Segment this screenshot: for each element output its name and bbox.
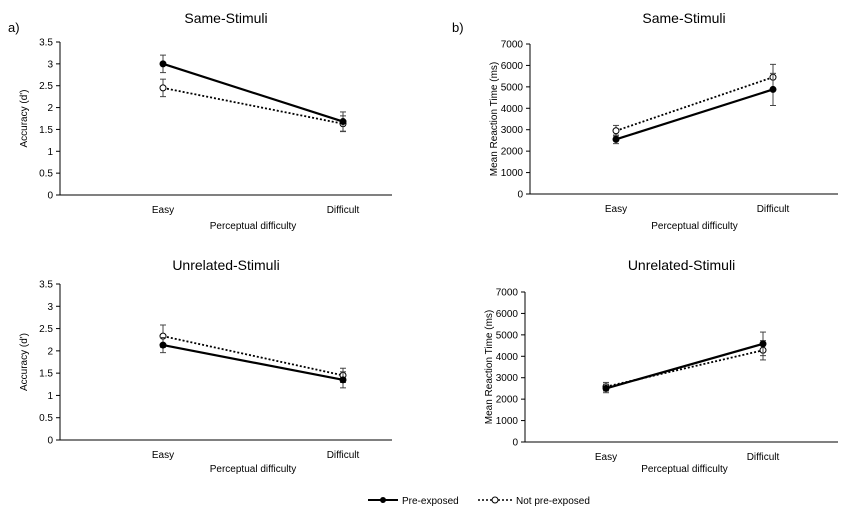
- legend: Pre-exposed Not pre-exposed: [368, 496, 590, 507]
- chart-4-y-tick-label: 4000: [496, 352, 519, 363]
- chart-2-point-not-pre-exposed: [612, 127, 620, 135]
- chart-1-point-not-pre-exposed: [159, 84, 167, 92]
- chart-2-y-tick-label: 2000: [501, 147, 524, 158]
- chart-3-y-tick-label: 2: [47, 346, 53, 357]
- chart-2-y-tick-label: 7000: [501, 40, 524, 51]
- legend-marker-pre-exposed: [380, 497, 386, 503]
- chart-3-y-tick-label: 2.5: [39, 324, 53, 335]
- chart-1-point-pre-exposed: [159, 60, 167, 68]
- chart-2-x-axis-label: Perceptual difficulty: [651, 221, 738, 232]
- chart-3-line-pre-exposed: [162, 343, 344, 381]
- chart-1-y-tick-label: 1: [47, 147, 53, 158]
- chart-1-line-pre-exposed: [162, 62, 344, 123]
- chart-2-y-tick-label: 3000: [501, 125, 524, 136]
- chart-3-point-pre-exposed: [339, 376, 347, 384]
- chart-2-x-tick-label: Difficult: [757, 204, 790, 215]
- chart-4-y-tick-label: 0: [512, 438, 518, 449]
- chart-1-line-not-pre-exposed: [162, 87, 344, 125]
- chart-2-y-tick-label: 1000: [501, 168, 524, 179]
- chart-2-point-pre-exposed: [769, 85, 777, 93]
- chart-2-title: Same-Stimuli: [642, 10, 725, 26]
- chart-1-y-tick-label: 2.5: [39, 81, 53, 92]
- chart-4-x-tick-label: Easy: [595, 452, 617, 463]
- chart-1-y-tick-label: 3.5: [39, 38, 53, 49]
- chart-2-point-pre-exposed: [612, 135, 620, 143]
- chart-4-point-pre-exposed: [759, 340, 767, 348]
- chart-3-y-tick-label: 3.5: [39, 280, 53, 291]
- chart-4-line-not-pre-exposed: [605, 349, 764, 388]
- chart-2-y-axis-label: Mean Reaction Time (ms): [489, 62, 500, 176]
- chart-3-y-tick-label: 3: [47, 302, 53, 313]
- chart-2-y-tick-label: 4000: [501, 104, 524, 115]
- chart-3-y-tick-label: 0: [47, 436, 53, 447]
- chart-2-line-pre-exposed: [615, 88, 774, 141]
- chart-1-y-tick-label: 2: [47, 103, 53, 114]
- chart-4-point-pre-exposed: [602, 384, 610, 392]
- chart-3-title: Unrelated-Stimuli: [172, 257, 279, 273]
- chart-3-y-tick-label: 0.5: [39, 413, 53, 424]
- chart-1-y-tick-label: 1.5: [39, 125, 53, 136]
- legend-label-pre-exposed: Pre-exposed: [402, 496, 459, 507]
- chart-2-y-tick-label: 0: [517, 190, 523, 201]
- chart-4-y-tick-label: 6000: [496, 309, 519, 320]
- chart-4-x-axis-label: Perceptual difficulty: [641, 464, 728, 475]
- chart-4-y-axis-label: Mean Reaction Time (ms): [484, 310, 495, 424]
- chart-3-y-tick-label: 1.5: [39, 369, 53, 380]
- chart-1-y-tick-label: 0.5: [39, 169, 53, 180]
- chart-1-y-tick-label: 3: [47, 59, 53, 70]
- chart-4-x-tick-label: Difficult: [747, 452, 780, 463]
- chart-1-title: Same-Stimuli: [184, 10, 267, 26]
- legend-marker-not-pre-exposed: [491, 496, 499, 504]
- chart-4-line-pre-exposed: [605, 342, 764, 390]
- chart-2-y-tick-label: 5000: [501, 82, 524, 93]
- chart-4-y-tick-label: 5000: [496, 330, 519, 341]
- chart-2-x-tick-label: Easy: [605, 204, 627, 215]
- chart-1-y-tick-label: 0: [47, 191, 53, 202]
- panel-label-a: a): [8, 20, 20, 35]
- panel-label-b: b): [452, 20, 464, 35]
- chart-4-y-tick-label: 2000: [496, 395, 519, 406]
- chart-1-x-tick-label: Difficult: [327, 205, 360, 216]
- chart-3-x-tick-label: Easy: [152, 450, 174, 461]
- chart-4-y-tick-label: 3000: [496, 373, 519, 384]
- chart-2-line-not-pre-exposed: [615, 76, 774, 132]
- chart-1-y-axis-label: Accuracy (d'): [19, 89, 30, 147]
- chart-3-point-pre-exposed: [159, 341, 167, 349]
- chart-3-y-axis-label: Accuracy (d'): [19, 333, 30, 391]
- chart-3-x-axis-label: Perceptual difficulty: [210, 464, 297, 475]
- chart-2-y-tick-label: 6000: [501, 61, 524, 72]
- chart-3-y-tick-label: 1: [47, 391, 53, 402]
- chart-3-x-tick-label: Difficult: [327, 450, 360, 461]
- chart-1-point-pre-exposed: [339, 118, 347, 126]
- chart-3-line-not-pre-exposed: [162, 335, 344, 377]
- chart-1-x-axis-label: Perceptual difficulty: [210, 221, 297, 232]
- legend-label-not-pre-exposed: Not pre-exposed: [516, 496, 590, 507]
- chart-4-y-tick-label: 1000: [496, 416, 519, 427]
- chart-1-x-tick-label: Easy: [152, 205, 174, 216]
- chart-4-title: Unrelated-Stimuli: [628, 257, 735, 273]
- chart-4-y-tick-label: 7000: [496, 288, 519, 299]
